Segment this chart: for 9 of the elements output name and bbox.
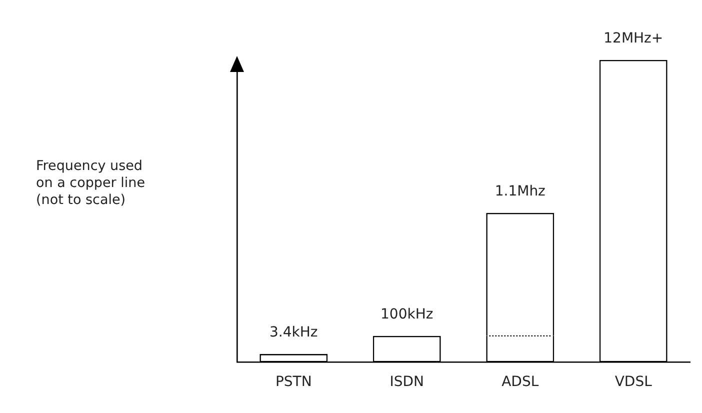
annotation: 12MHz+ (604, 30, 664, 47)
annotation: 100kHz (380, 306, 434, 323)
x-tick-label: PSTN (275, 374, 312, 390)
annotation: 3.4kHz (270, 324, 318, 341)
annotation: 1.1Mhz (494, 184, 546, 200)
x-tick-label: ADSL (502, 374, 539, 390)
text: Frequency used on a copper line (not to scale) (36, 158, 146, 209)
x-tick-label: VDSL (614, 374, 652, 390)
x-tick-label: ISDN (390, 374, 424, 390)
